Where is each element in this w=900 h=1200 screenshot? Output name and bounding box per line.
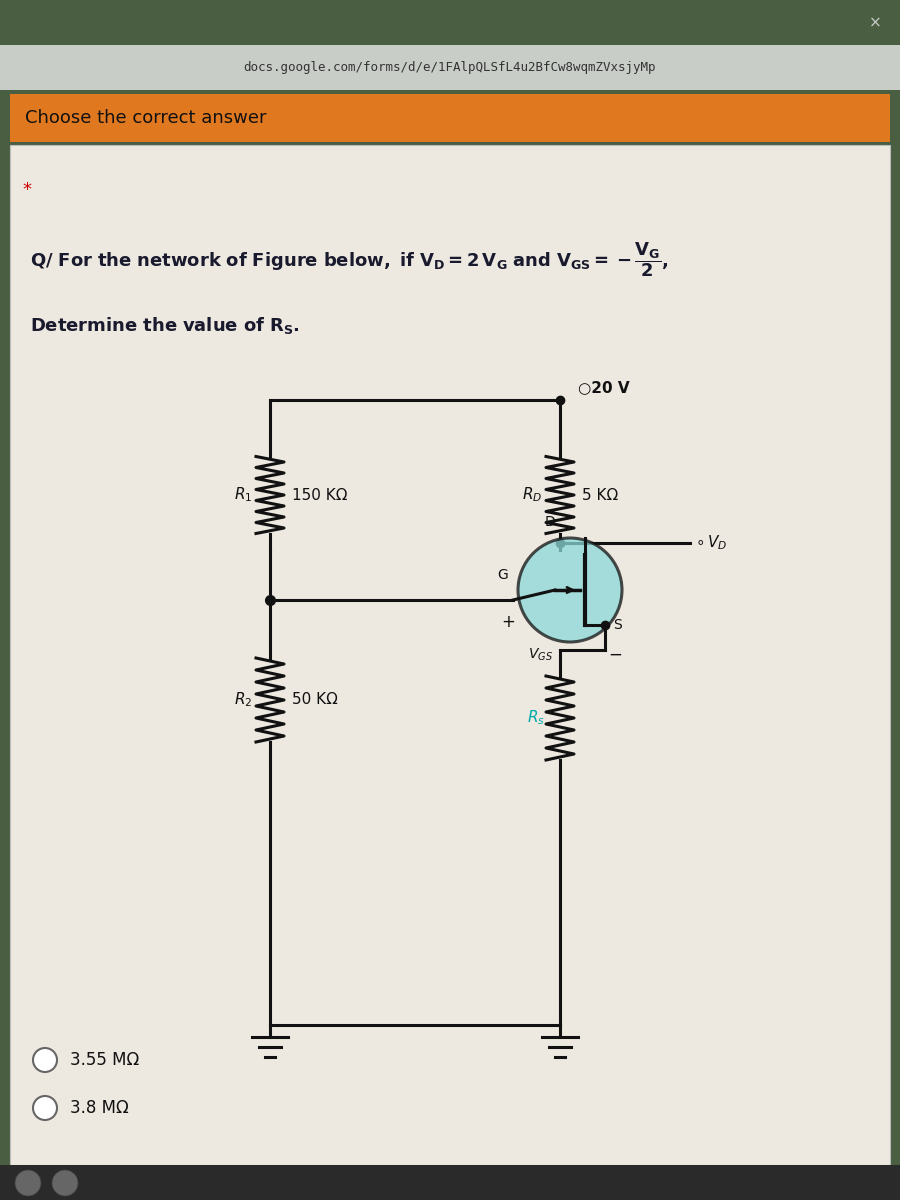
Text: docs.google.com/forms/d/e/1FAlpQLSfL4u2BfCw8wqmZVxsjyMp: docs.google.com/forms/d/e/1FAlpQLSfL4u2B… — [244, 61, 656, 74]
Circle shape — [518, 538, 622, 642]
Text: $R_2$: $R_2$ — [234, 691, 252, 709]
FancyBboxPatch shape — [0, 1165, 900, 1200]
Text: 3.55 MΩ: 3.55 MΩ — [70, 1051, 140, 1069]
Text: D: D — [544, 515, 555, 529]
Circle shape — [33, 1048, 57, 1072]
Text: 150 KΩ: 150 KΩ — [292, 487, 347, 503]
FancyBboxPatch shape — [10, 94, 890, 142]
Circle shape — [52, 1170, 78, 1196]
Text: $\mathbf{Q/\ For\ the\ network\ of\ Figure\ below,\ if\ }$$\mathbf{V_D = 2\,V_G}: $\mathbf{Q/\ For\ the\ network\ of\ Figu… — [30, 241, 669, 280]
Circle shape — [33, 1096, 57, 1120]
Text: 5 KΩ: 5 KΩ — [582, 487, 618, 503]
Text: $\circ\,V_D$: $\circ\,V_D$ — [695, 534, 727, 552]
Text: $R_1$: $R_1$ — [234, 486, 252, 504]
Text: $\mathbf{Determine\ the\ value\ of\ R_S.}$: $\mathbf{Determine\ the\ value\ of\ R_S.… — [30, 314, 300, 336]
Text: +: + — [501, 613, 515, 631]
Text: ×: × — [868, 16, 881, 30]
Text: $R_s$: $R_s$ — [527, 709, 545, 727]
Text: $R_D$: $R_D$ — [522, 486, 542, 504]
Text: ○20 V: ○20 V — [578, 380, 630, 395]
Text: 3.8 MΩ: 3.8 MΩ — [70, 1099, 129, 1117]
Text: $V_{GS}$: $V_{GS}$ — [528, 647, 553, 664]
Text: −: − — [608, 646, 622, 664]
Text: Choose the correct answer: Choose the correct answer — [25, 109, 266, 127]
FancyBboxPatch shape — [0, 0, 900, 44]
Circle shape — [15, 1170, 41, 1196]
FancyBboxPatch shape — [10, 145, 890, 1165]
Text: *: * — [22, 181, 31, 199]
Text: S: S — [613, 618, 622, 632]
Text: G: G — [497, 568, 508, 582]
FancyBboxPatch shape — [0, 44, 900, 90]
Text: 50 KΩ: 50 KΩ — [292, 692, 338, 708]
